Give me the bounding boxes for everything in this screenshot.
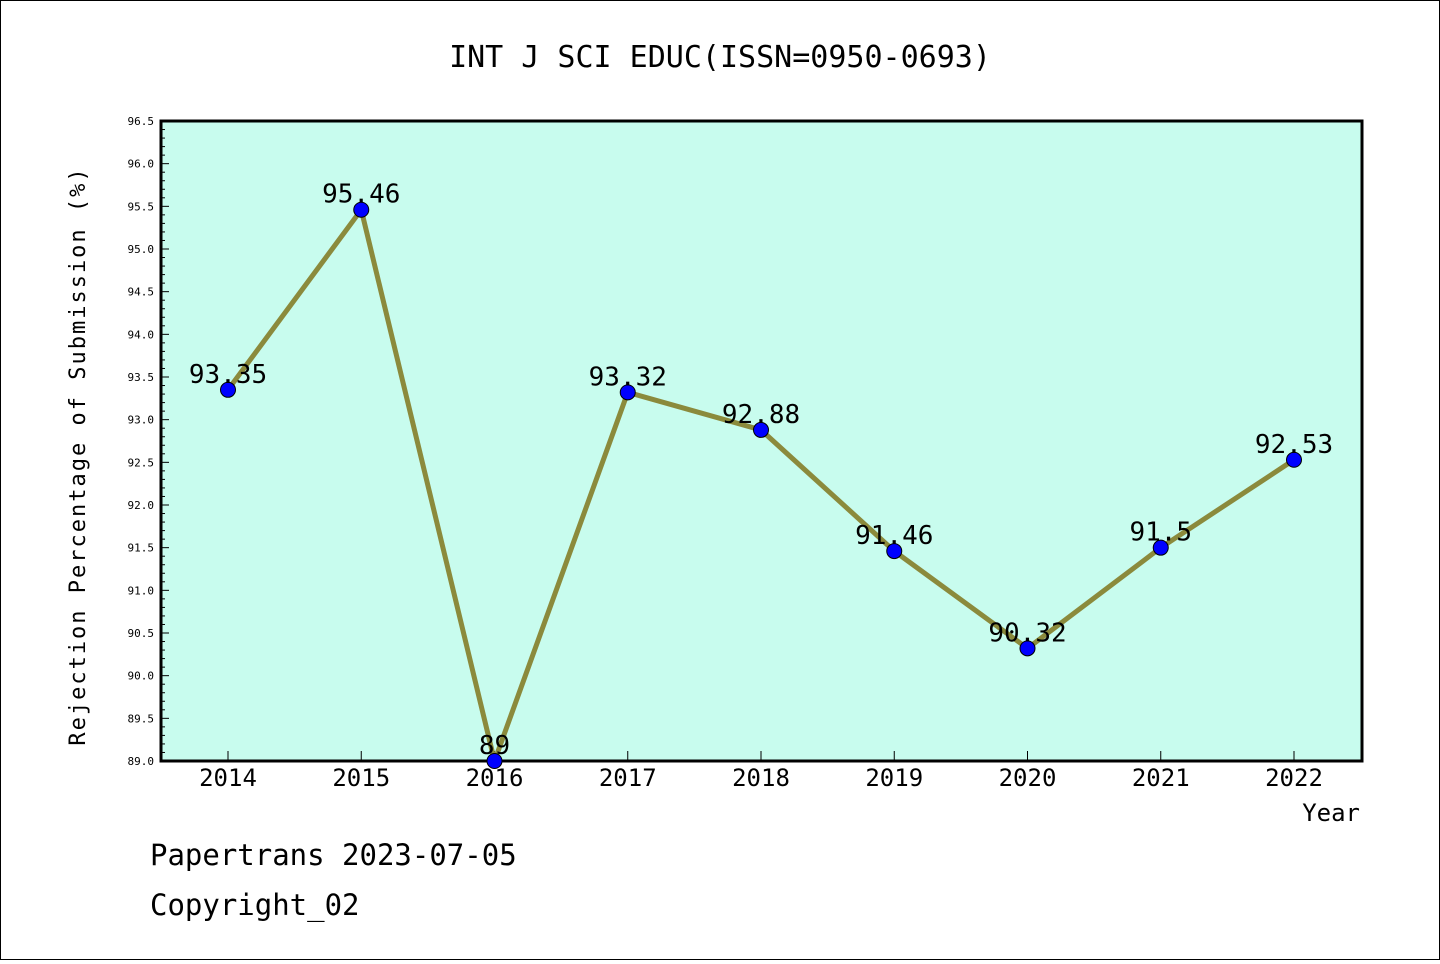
data-point (1019, 640, 1036, 657)
x-tick-label: 2020 (999, 764, 1057, 792)
data-point (486, 753, 503, 769)
y-tick-label: 91.5 (128, 542, 155, 555)
x-axis-ticks: 2014 2015 2016 2017 2018 2019 2020 2021 2022 (199, 751, 1323, 792)
y-tick-label: 95.5 (128, 200, 155, 213)
y-tick-label: 89.0 (128, 755, 155, 768)
data-point (1286, 451, 1302, 468)
y-tick-label: 90.5 (128, 627, 155, 640)
x-tick-label: 2015 (332, 764, 390, 792)
data-point (1152, 539, 1169, 556)
y-tick-label: 90.0 (128, 670, 155, 683)
x-tick-label: 2017 (599, 764, 657, 792)
data-point (220, 381, 236, 398)
series-group: 93.35 95.46 89 93.32 92.88 91.46 90.32 91.5 92.5… (189, 180, 1333, 769)
data-label: 91.5 (1129, 518, 1192, 548)
y-tick-label: 91.0 (128, 584, 155, 597)
footer-copyright: Copyright_02 (150, 888, 360, 923)
x-axis-title: Year (1302, 799, 1360, 827)
data-label: 95.46 (322, 180, 400, 210)
x-tick-label: 2014 (199, 764, 257, 792)
data-label: 92.88 (722, 400, 800, 430)
data-label: 93.35 (189, 360, 267, 390)
y-axis-title: Rejection Percentage of Submission (%) (66, 166, 91, 745)
y-tick-label: 96.5 (128, 115, 155, 128)
data-point (753, 421, 769, 438)
x-tick-label: 2022 (1265, 764, 1323, 792)
data-label: 92.53 (1255, 430, 1333, 460)
data-label: 90.32 (988, 618, 1066, 648)
y-tick-label: 94.5 (128, 286, 155, 299)
y-tick-label: 92.0 (128, 499, 155, 512)
data-point (353, 201, 370, 218)
data-label: 91.46 (855, 521, 933, 551)
footer-date: Papertrans 2023-07-05 (150, 838, 517, 872)
data-point (886, 543, 903, 560)
data-point (619, 384, 636, 401)
y-axis-ticks: 89.0 89.5 90.0 90.5 91.0 91.5 92.0 92.5 93.0 93.5… (128, 115, 169, 768)
x-tick-label: 2018 (732, 764, 790, 792)
x-tick-label: 2021 (1132, 764, 1190, 792)
y-tick-label: 89.5 (128, 712, 155, 725)
y-tick-label: 94.0 (128, 328, 155, 341)
y-tick-label: 92.5 (128, 456, 155, 469)
x-tick-label: 2019 (865, 764, 923, 792)
data-label: 89 (479, 731, 510, 761)
y-tick-label: 96.0 (128, 158, 155, 171)
y-tick-label: 93.5 (128, 371, 155, 384)
data-label: 93.32 (589, 362, 667, 392)
plot-area (159, 119, 1364, 763)
y-tick-label: 95.0 (128, 243, 155, 256)
chart-title: INT J SCI EDUC(ISSN=0950-0693) (449, 40, 991, 75)
y-tick-label: 93.0 (128, 414, 155, 427)
